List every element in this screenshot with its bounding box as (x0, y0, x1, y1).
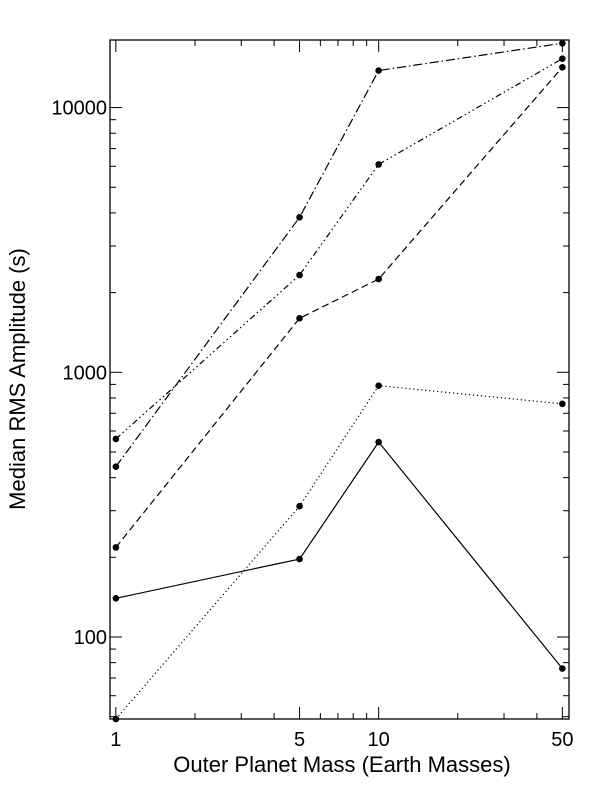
series-5-point (296, 271, 303, 279)
series-4-point (375, 67, 382, 74)
series-4-point (296, 214, 303, 221)
x-tick-label: 50 (551, 729, 573, 751)
series-3-point (296, 314, 303, 322)
series-1-point (112, 595, 120, 602)
plot-frame (109, 39, 570, 720)
x-tick-label: 1 (110, 729, 121, 751)
series-1-point (559, 665, 566, 672)
y-tick-label: 10000 (51, 98, 107, 120)
y-tick-label: 1000 (63, 362, 108, 384)
series-lines (115, 42, 563, 720)
series-4-point (112, 463, 120, 470)
series-2-point (375, 382, 382, 389)
axis-ticks: 1 5 10 50 100 1000 10000 (51, 40, 573, 751)
series-1-point (296, 555, 303, 563)
series-2-point (112, 715, 120, 723)
y-axis-label: Median RMS Amplitude (s) (5, 248, 30, 510)
x-tick-label: 10 (368, 729, 390, 751)
series-3-point (559, 63, 566, 71)
series-5-point (112, 435, 120, 443)
series-line-2 (115, 385, 563, 720)
series-points (112, 39, 566, 723)
series-4-point (559, 39, 566, 47)
series-5-point (559, 55, 566, 62)
series-line-1 (115, 441, 563, 669)
series-2-point (559, 400, 566, 408)
series-3-point (112, 544, 120, 551)
x-tick-label: 5 (294, 729, 305, 751)
series-2-point (296, 502, 303, 510)
series-line-3 (115, 66, 563, 548)
series-5-point (375, 161, 382, 168)
x-axis-label: Outer Planet Mass (Earth Masses) (173, 752, 510, 777)
y-tick-label: 100 (74, 627, 107, 649)
series-3-point (375, 275, 382, 283)
series-line-4 (115, 42, 563, 468)
series-line-5 (115, 58, 563, 440)
series-1-point (375, 438, 382, 446)
